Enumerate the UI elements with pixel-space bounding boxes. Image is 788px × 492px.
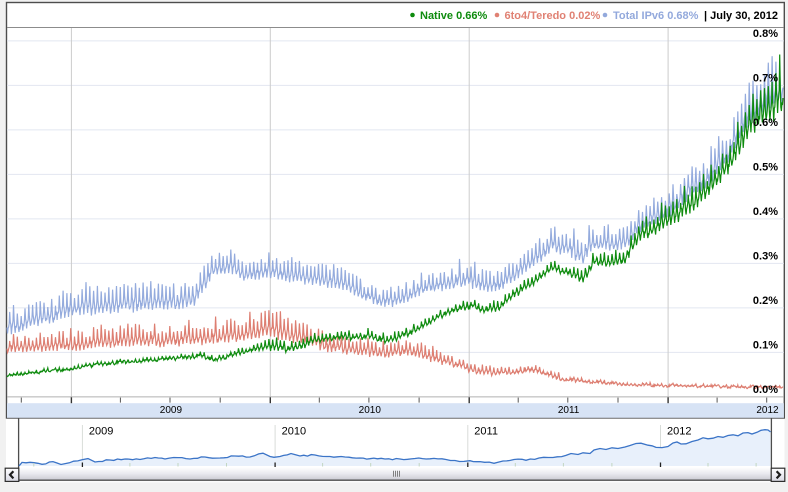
- svg-text:0.8%: 0.8%: [753, 28, 778, 40]
- svg-text:Total IPv6 0.68%: Total IPv6 0.68%: [613, 10, 699, 22]
- svg-text:2012: 2012: [667, 426, 691, 438]
- svg-text:0.5%: 0.5%: [753, 161, 778, 173]
- svg-text:2011: 2011: [474, 426, 498, 438]
- svg-text:0.3%: 0.3%: [753, 250, 778, 262]
- svg-text:0.2%: 0.2%: [753, 295, 778, 307]
- svg-text:2010: 2010: [282, 426, 306, 438]
- svg-text:0.0%: 0.0%: [753, 384, 778, 396]
- svg-text:0.6%: 0.6%: [753, 117, 778, 129]
- svg-text:2012: 2012: [756, 405, 779, 416]
- svg-text:2009: 2009: [89, 426, 113, 438]
- svg-text:0.4%: 0.4%: [753, 206, 778, 218]
- svg-text:2009: 2009: [160, 405, 183, 416]
- svg-text:6to4/Teredo 0.02%: 6to4/Teredo 0.02%: [505, 10, 601, 22]
- svg-text:0.7%: 0.7%: [753, 72, 778, 84]
- svg-text:2011: 2011: [558, 405, 580, 416]
- svg-text:2010: 2010: [359, 405, 382, 416]
- svg-text:0.1%: 0.1%: [753, 339, 778, 351]
- svg-text:| July 30, 2012: | July 30, 2012: [704, 10, 778, 22]
- svg-text:Native 0.66%: Native 0.66%: [420, 10, 487, 22]
